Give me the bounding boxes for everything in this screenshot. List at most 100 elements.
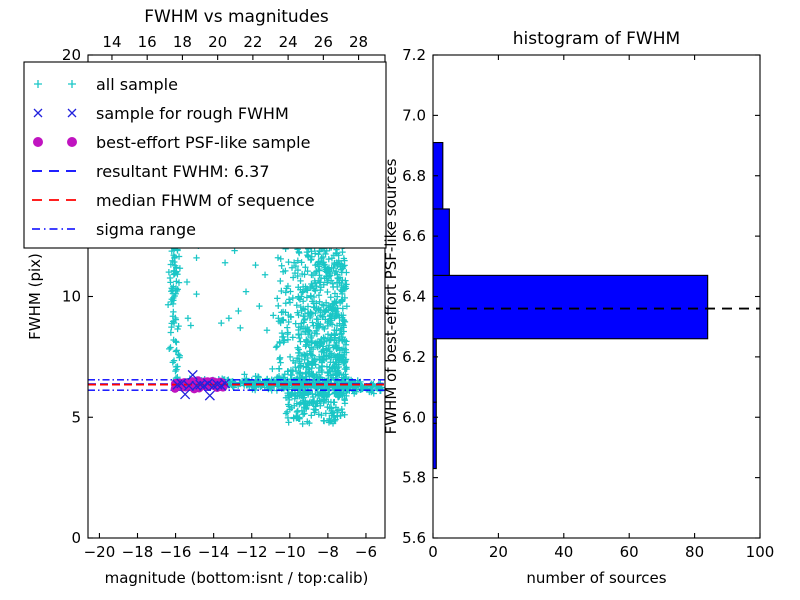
marker-plus — [235, 307, 242, 315]
marker-plus — [322, 299, 330, 306]
marker-plus — [343, 281, 350, 288]
marker-plus — [269, 365, 276, 373]
ytick-label: 6.6 — [402, 227, 426, 245]
legend-marker-dot-icon — [67, 137, 77, 147]
marker-plus — [304, 338, 311, 345]
marker-plus — [342, 277, 349, 284]
marker-plus — [314, 316, 322, 323]
marker-plus — [281, 371, 288, 378]
marker-plus — [273, 343, 281, 350]
xtick-label: 0 — [428, 543, 438, 561]
marker-plus — [275, 365, 283, 372]
marker-plus — [311, 329, 318, 337]
marker-plus — [333, 250, 341, 257]
xtick-label-top: 18 — [173, 33, 192, 51]
marker-plus — [303, 248, 311, 256]
legend-entry-label: median FHWM of sequence — [96, 191, 315, 210]
marker-plus — [275, 302, 282, 310]
marker-plus — [296, 334, 303, 342]
marker-cross — [172, 379, 183, 390]
marker-plus — [187, 322, 195, 329]
marker-plus — [292, 262, 300, 270]
marker-plus — [174, 325, 181, 333]
ytick-label: 7.0 — [402, 106, 426, 124]
marker-plus — [305, 310, 312, 317]
marker-plus — [328, 321, 336, 328]
legend-entry-label: resultant FWHM: 6.37 — [96, 162, 270, 181]
marker-plus — [319, 313, 326, 320]
marker-plus — [171, 262, 179, 269]
marker-plus — [241, 371, 248, 378]
marker-plus — [304, 267, 311, 275]
marker-plus — [323, 346, 330, 353]
marker-plus — [338, 356, 345, 363]
xtick-label: 60 — [620, 543, 639, 561]
marker-plus — [336, 370, 343, 378]
marker-plus — [332, 367, 339, 375]
marker-plus — [309, 345, 317, 353]
ytick-label: 5 — [71, 408, 81, 426]
marker-plus — [316, 298, 323, 306]
marker-plus — [315, 306, 323, 314]
marker-plus — [287, 371, 294, 379]
marker-plus — [291, 402, 298, 409]
marker-plus — [289, 294, 297, 302]
ytick-label: 5.6 — [402, 529, 426, 547]
marker-plus — [315, 259, 322, 266]
legend-entry: sigma range — [32, 220, 196, 239]
marker-plus — [324, 331, 332, 338]
marker-plus — [343, 364, 350, 371]
marker-plus — [285, 258, 292, 266]
marker-plus — [329, 364, 336, 371]
marker-plus — [277, 277, 284, 285]
marker-plus — [331, 259, 338, 267]
marker-cross — [183, 380, 194, 391]
marker-plus — [317, 286, 324, 294]
xtick-label: 100 — [746, 543, 775, 561]
marker-plus — [173, 278, 180, 285]
marker-plus — [298, 352, 306, 360]
marker-plus — [337, 412, 344, 420]
marker-plus — [343, 269, 350, 276]
marker-plus — [261, 271, 269, 278]
marker-plus — [249, 386, 256, 393]
marker-plus — [299, 420, 306, 428]
legend-frame — [23, 61, 387, 249]
marker-plus — [173, 366, 180, 373]
xtick-label-top: 26 — [314, 33, 333, 51]
marker-plus — [276, 355, 283, 363]
right-panel-histogram: histogram of FWHM number of sources FWHM o… — [382, 29, 774, 587]
legend-marker-cross-icon — [33, 108, 43, 118]
xtick-label-top: 22 — [243, 33, 262, 51]
marker-plus — [282, 300, 290, 307]
xtick-label-top: 16 — [138, 33, 157, 51]
marker-plus — [307, 293, 315, 300]
right-plot-title: histogram of FWHM — [513, 29, 680, 49]
marker-plus — [277, 359, 284, 366]
marker-plus — [338, 374, 345, 381]
marker-plus — [303, 350, 311, 358]
marker-plus — [320, 397, 327, 404]
marker-plus — [339, 320, 347, 328]
marker-plus — [338, 296, 345, 304]
histogram-bar — [433, 274, 709, 340]
marker-plus — [298, 259, 305, 266]
marker-plus — [303, 399, 311, 407]
marker-plus — [299, 283, 307, 291]
marker-plus — [332, 416, 339, 423]
marker-plus — [297, 338, 304, 345]
marker-plus — [305, 366, 312, 373]
histogram-bar — [433, 208, 450, 276]
marker-plus — [302, 264, 309, 271]
marker-plus — [309, 390, 316, 398]
marker-plus — [304, 303, 312, 310]
marker-plus — [166, 345, 173, 353]
xtick-label-bottom: −8 — [317, 543, 339, 561]
marker-plus — [341, 286, 348, 293]
marker-plus — [342, 357, 349, 365]
marker-plus — [294, 266, 302, 274]
marker-plus — [311, 409, 318, 416]
marker-plus — [193, 254, 200, 262]
marker-plus — [292, 392, 300, 399]
